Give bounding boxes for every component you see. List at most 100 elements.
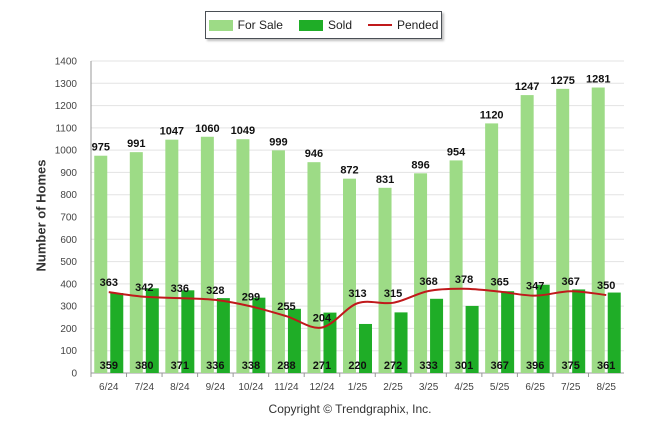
bar-sold <box>145 288 159 373</box>
data-label-sold: 396 <box>526 360 544 372</box>
data-label-for-sale: 954 <box>447 146 466 158</box>
data-label-for-sale: 946 <box>305 148 323 160</box>
data-label-for-sale: 1047 <box>160 126 184 138</box>
bar-sold <box>465 305 479 373</box>
bar-for-sale <box>520 95 534 374</box>
y-tick-label: 600 <box>60 235 77 246</box>
y-tick-label: 800 <box>60 190 77 201</box>
data-label-for-sale: 831 <box>376 174 394 186</box>
bar-for-sale <box>556 88 570 373</box>
data-label-pended: 368 <box>419 276 437 288</box>
bar-sold <box>323 312 337 373</box>
legend-item-pended: Pended <box>368 18 438 32</box>
x-tick-label: 8/24 <box>170 382 190 393</box>
bar-sold <box>110 292 124 373</box>
y-tick-label: 500 <box>60 257 77 268</box>
x-tick-label: 7/25 <box>561 382 581 393</box>
data-label-sold: 301 <box>455 360 473 372</box>
x-tick-label: 6/24 <box>99 382 119 393</box>
y-tick-label: 1400 <box>55 57 78 68</box>
y-tick-label: 1000 <box>55 146 78 157</box>
bar-sold <box>287 308 301 373</box>
data-label-for-sale: 1120 <box>480 109 504 121</box>
y-tick-label: 900 <box>60 168 77 179</box>
legend-item-sold: Sold <box>298 18 352 32</box>
legend: For Sale Sold Pended <box>205 11 442 39</box>
data-label-pended: 328 <box>206 285 224 297</box>
bar-sold <box>359 323 372 373</box>
data-label-for-sale: 1281 <box>586 74 610 86</box>
y-tick-label: 200 <box>60 324 77 335</box>
x-tick-label: 9/24 <box>206 382 226 393</box>
bar-for-sale <box>591 87 605 374</box>
bar-sold <box>181 290 195 373</box>
data-label-sold: 361 <box>597 360 615 372</box>
data-label-sold: 336 <box>206 360 224 372</box>
y-tick-label: 100 <box>60 346 77 357</box>
copyright-text: Copyright © Trendgraphix, Inc. <box>268 402 432 416</box>
legend-swatch-for-sale <box>208 19 233 31</box>
y-tick-label: 0 <box>71 369 77 380</box>
data-label-pended: 363 <box>100 277 118 289</box>
legend-label-sold: Sold <box>327 18 352 32</box>
bar-sold <box>607 292 621 373</box>
data-label-pended: 313 <box>348 288 366 300</box>
x-tick-label: 1/25 <box>348 382 368 393</box>
bar-sold <box>430 298 444 373</box>
bar-for-sale <box>449 160 463 373</box>
data-label-for-sale: 975 <box>92 142 110 154</box>
data-label-sold: 271 <box>313 360 331 372</box>
legend-label-for-sale: For Sale <box>237 18 283 32</box>
legend-swatch-sold <box>298 19 323 31</box>
x-tick-label: 3/25 <box>419 382 439 393</box>
data-label-sold: 380 <box>135 360 153 372</box>
bar-sold <box>501 291 515 373</box>
y-tick-label: 1100 <box>55 123 77 134</box>
data-label-pended: 204 <box>313 313 332 325</box>
x-tick-label: 4/25 <box>454 382 474 393</box>
x-tick-label: 11/24 <box>274 382 299 393</box>
x-tick-label: 8/25 <box>596 382 616 393</box>
x-tick-label: 12/24 <box>309 382 334 393</box>
bar-for-sale <box>94 155 108 373</box>
data-label-sold: 333 <box>419 360 437 372</box>
data-label-for-sale: 1049 <box>231 125 255 137</box>
data-label-pended: 367 <box>562 276 580 288</box>
x-tick-label: 5/25 <box>490 382 510 393</box>
x-tick-label: 10/24 <box>238 382 263 393</box>
bar-sold <box>216 298 230 373</box>
bar-for-sale <box>414 173 428 373</box>
bar-for-sale <box>485 123 499 374</box>
data-label-pended: 347 <box>526 281 544 293</box>
data-label-sold: 272 <box>384 360 402 372</box>
legend-swatch-pended <box>368 24 392 26</box>
x-tick-label: 2/25 <box>383 382 403 393</box>
data-label-sold: 220 <box>348 360 366 372</box>
data-label-pended: 365 <box>490 277 508 289</box>
data-label-sold: 288 <box>277 360 295 372</box>
bar-for-sale <box>271 150 285 373</box>
data-label-pended: 342 <box>135 282 153 294</box>
legend-label-pended: Pended <box>397 18 439 32</box>
bar-sold <box>394 312 408 373</box>
y-tick-label: 700 <box>60 213 77 224</box>
data-label-pended: 315 <box>384 288 402 300</box>
y-tick-label: 300 <box>60 302 77 313</box>
bar-for-sale <box>307 162 321 373</box>
data-label-pended: 336 <box>171 283 189 295</box>
data-label-pended: 350 <box>597 280 615 292</box>
data-label-sold: 367 <box>490 360 508 372</box>
data-label-for-sale: 896 <box>411 159 429 171</box>
data-label-for-sale: 872 <box>340 165 358 177</box>
data-label-for-sale: 991 <box>127 138 145 150</box>
bar-for-sale <box>165 139 179 373</box>
data-label-sold: 359 <box>100 360 118 372</box>
bar-for-sale <box>378 187 392 373</box>
bar-sold <box>536 284 550 373</box>
data-label-for-sale: 1060 <box>195 123 219 135</box>
data-label-pended: 255 <box>277 301 295 313</box>
data-label-for-sale: 1275 <box>550 75 574 87</box>
legend-item-for-sale: For Sale <box>208 18 283 32</box>
